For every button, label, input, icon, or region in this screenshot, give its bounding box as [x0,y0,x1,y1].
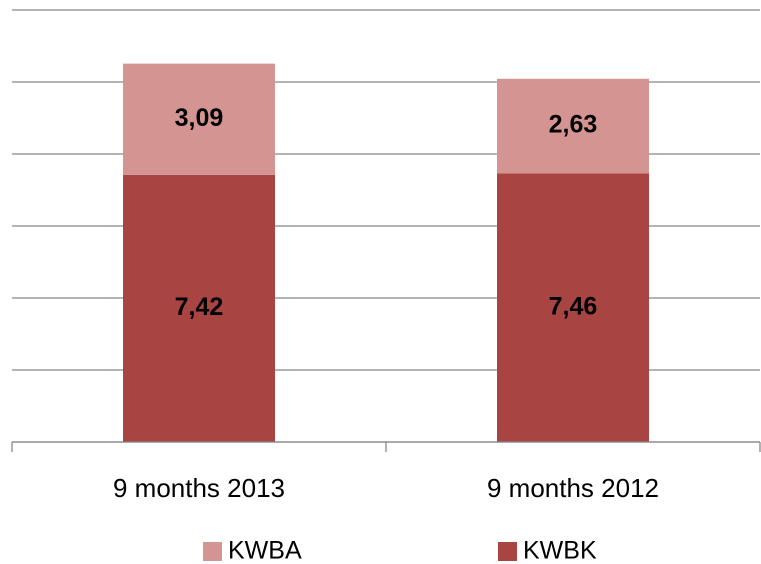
legend-swatch [203,542,222,561]
data-label: 7,42 [175,293,224,321]
data-label: 3,09 [175,104,224,132]
legend-label: KWBK [523,537,597,564]
x-tick-label: 9 months 2013 [113,473,285,503]
bar-segment [123,63,275,175]
bar-segment [497,78,649,174]
data-label: 7,46 [549,292,598,320]
bar-segment [123,174,275,442]
data-label: 2,63 [549,111,598,139]
bar-segment [497,173,649,442]
legend-swatch [498,542,517,561]
legend-label: KWBA [228,537,302,564]
x-tick-label: 9 months 2012 [487,473,659,503]
